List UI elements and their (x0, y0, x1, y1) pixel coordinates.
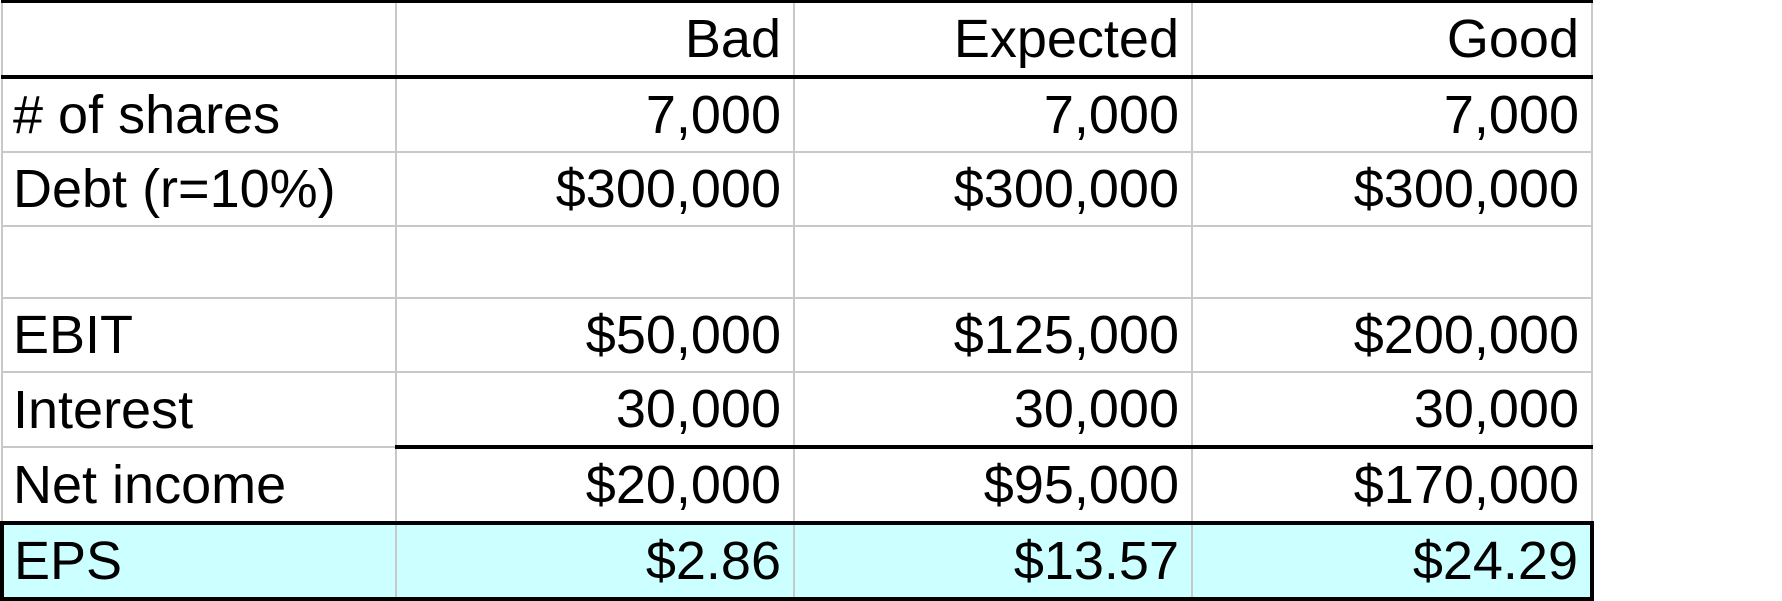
cell-bad: $50,000 (395, 297, 795, 373)
cell-good: $170,000 (1191, 445, 1593, 524)
cell-good: $24.29 (1191, 521, 1594, 601)
cell-bad: $2.86 (395, 521, 795, 601)
cell-expected: $13.57 (793, 521, 1193, 601)
cell-expected (793, 225, 1193, 299)
cell-expected: $300,000 (793, 151, 1193, 227)
row-eps: EPS $2.86 $13.57 $24.29 (0, 521, 1594, 601)
header-good: Good (1191, 0, 1593, 79)
row-label: # of shares (1, 76, 397, 153)
header-row: Bad Expected Good (1, 0, 1593, 79)
cell-bad (395, 225, 795, 299)
header-corner-cell (1, 0, 397, 79)
row-label: Interest (1, 371, 397, 448)
eps-scenario-table: Bad Expected Good # of shares 7,000 7,00… (0, 0, 1594, 601)
cell-expected: 30,000 (793, 371, 1193, 448)
cell-bad: 30,000 (395, 371, 795, 448)
row-label: Net income (1, 446, 397, 524)
cell-bad: $300,000 (395, 151, 795, 227)
row-label: EBIT (1, 297, 397, 373)
row-debt: Debt (r=10%) $300,000 $300,000 $300,000 (1, 151, 1593, 227)
cell-bad: 7,000 (395, 76, 795, 153)
cell-good: 7,000 (1191, 76, 1593, 153)
row-shares: # of shares 7,000 7,000 7,000 (1, 76, 1593, 153)
row-label: EPS (0, 521, 397, 601)
header-bad: Bad (395, 0, 795, 79)
cell-expected: 7,000 (793, 76, 1193, 153)
cell-good: $200,000 (1191, 297, 1593, 373)
row-net-income: Net income $20,000 $95,000 $170,000 (1, 445, 1593, 524)
cell-expected: $125,000 (793, 297, 1193, 373)
cell-good: $300,000 (1191, 151, 1593, 227)
row-blank (1, 225, 1593, 299)
row-interest: Interest 30,000 30,000 30,000 (1, 371, 1593, 448)
cell-expected: $95,000 (793, 445, 1193, 524)
cell-good: 30,000 (1191, 371, 1593, 448)
header-expected: Expected (793, 0, 1193, 79)
row-ebit: EBIT $50,000 $125,000 $200,000 (1, 297, 1593, 373)
cell-bad: $20,000 (395, 445, 795, 524)
row-label (1, 225, 397, 299)
row-label: Debt (r=10%) (1, 151, 397, 227)
cell-good (1191, 225, 1593, 299)
